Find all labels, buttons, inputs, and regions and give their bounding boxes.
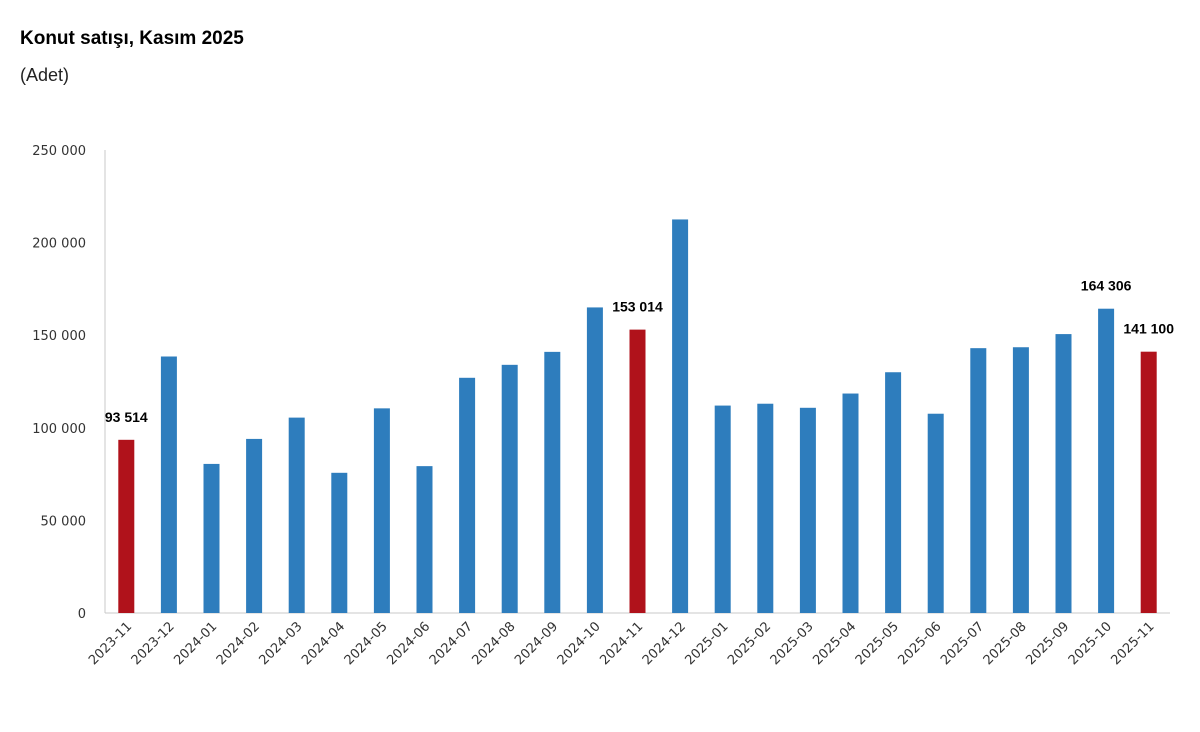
bar-2025-05 — [885, 372, 902, 613]
x-tick-label: 2024-10 — [555, 619, 604, 668]
chart-subtitle: (Adet) — [20, 65, 70, 85]
bar-2024-01 — [203, 463, 220, 613]
x-tick-label: 2023-12 — [129, 619, 178, 668]
x-tick-label: 2024-07 — [427, 619, 476, 668]
bar-2025-09 — [1055, 334, 1072, 613]
bar-2024-12 — [672, 219, 689, 613]
y-tick-label: 50 000 — [41, 514, 87, 529]
y-tick-label: 250 000 — [32, 144, 86, 159]
y-tick-label: 100 000 — [32, 422, 86, 437]
x-tick-label: 2024-11 — [597, 619, 646, 668]
bar-2024-06 — [416, 466, 433, 613]
x-tick-label: 2025-07 — [938, 619, 987, 668]
data-label-2023-11: 93 514 — [105, 409, 148, 425]
x-tick-label: 2025-11 — [1109, 619, 1158, 668]
bar-2024-05 — [373, 408, 390, 613]
x-tick-label: 2024-08 — [470, 619, 519, 668]
chart-title: Konut satışı, Kasım 2025 — [20, 28, 244, 49]
bar-2024-11 — [629, 329, 646, 613]
x-tick-label: 2025-01 — [683, 619, 732, 668]
bar-2023-11 — [118, 439, 135, 613]
data-label-2025-11: 141 100 — [1123, 321, 1174, 337]
x-tick-label: 2024-01 — [171, 619, 220, 668]
bar-2025-08 — [1012, 347, 1029, 613]
bar-2025-02 — [757, 403, 774, 613]
y-tick-label: 200 000 — [32, 237, 86, 252]
bar-2024-03 — [288, 417, 305, 613]
bar-2024-04 — [331, 472, 348, 613]
y-tick-label: 0 — [78, 607, 86, 622]
data-label-2024-11: 153 014 — [612, 299, 663, 315]
x-tick-label: 2025-02 — [725, 619, 774, 668]
x-tick-label: 2025-05 — [853, 619, 902, 668]
bar-2025-07 — [970, 348, 987, 613]
bar-2024-10 — [586, 307, 603, 613]
bar-2024-08 — [501, 364, 518, 613]
x-tick-label: 2024-02 — [214, 619, 263, 668]
x-tick-label: 2025-03 — [768, 619, 817, 668]
x-tick-label: 2024-05 — [342, 619, 391, 668]
bar-2025-03 — [799, 407, 816, 613]
bar-2025-01 — [714, 405, 731, 613]
x-tick-label: 2024-06 — [384, 619, 433, 668]
x-tick-label: 2025-06 — [896, 619, 945, 668]
x-tick-label: 2025-04 — [810, 619, 859, 668]
x-tick-label: 2023-11 — [86, 619, 135, 668]
x-tick-label: 2024-09 — [512, 619, 561, 668]
bar-2025-11 — [1140, 351, 1157, 613]
bar-2024-09 — [544, 351, 561, 613]
x-tick-label: 2025-08 — [981, 619, 1030, 668]
bar-2023-12 — [160, 356, 177, 613]
y-tick-label: 150 000 — [32, 329, 86, 344]
bar-2024-07 — [459, 377, 476, 613]
x-tick-label: 2025-10 — [1066, 619, 1115, 668]
x-tick-label: 2024-12 — [640, 619, 689, 668]
data-label-2025-10: 164 306 — [1081, 278, 1132, 294]
x-tick-label: 2025-09 — [1023, 619, 1072, 668]
x-tick-label: 2024-04 — [299, 619, 348, 668]
bar-2025-10 — [1098, 308, 1115, 613]
bar-2024-02 — [246, 438, 263, 613]
x-tick-label: 2024-03 — [257, 619, 306, 668]
bar-2025-04 — [842, 393, 859, 613]
bar-2025-06 — [927, 413, 944, 613]
